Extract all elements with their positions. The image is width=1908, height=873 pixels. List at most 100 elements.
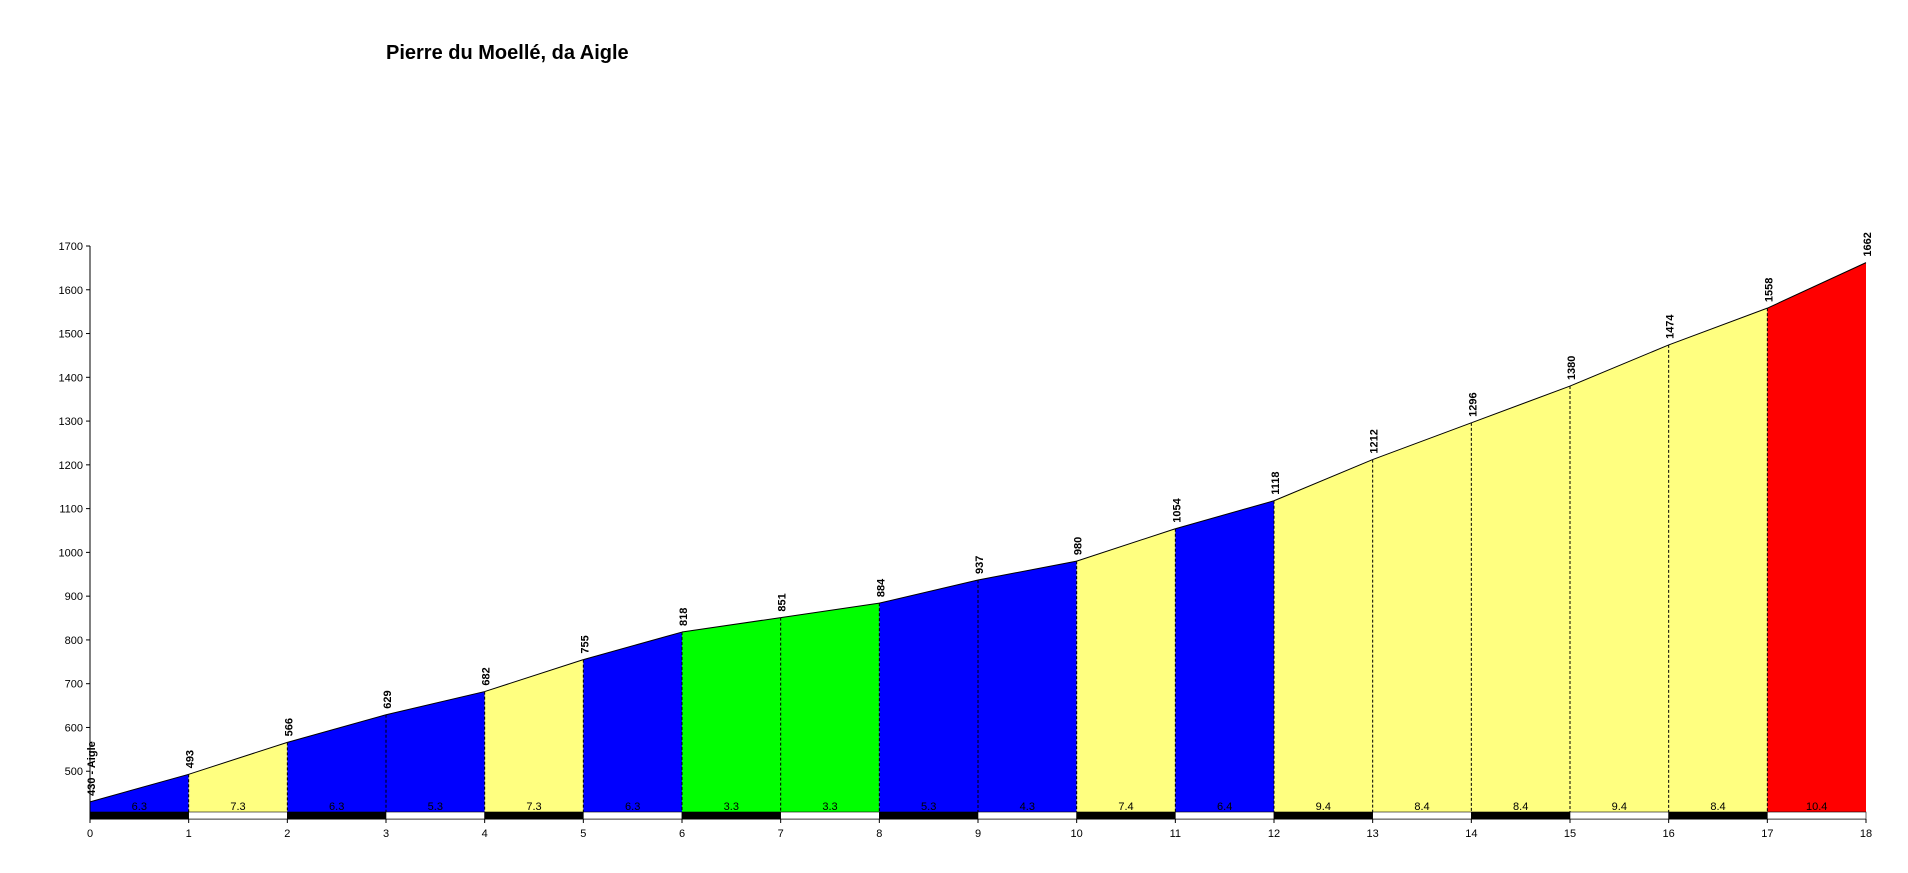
segment-area [682, 617, 781, 812]
chart-title: Pierre du Moellé, da Aigle [386, 42, 629, 64]
y-tick-label: 1600 [59, 285, 83, 297]
profile-line [89, 773, 189, 803]
x-ticks: 0 1 2 3 4 5 6 7 8 9 10 11 12 13 14 15 16 17 18 [87, 819, 1872, 840]
gradient-label: 8.4 [1513, 801, 1528, 813]
y-tick-label: 1200 [59, 460, 83, 472]
elevation-label: 1558 [1763, 278, 1775, 302]
profile-line [188, 741, 288, 775]
gradient-label: 6.4 [1217, 801, 1232, 813]
x-tick-label: 17 [1761, 828, 1773, 840]
x-tick-label: 9 [975, 828, 981, 840]
y-tick-label: 1500 [59, 329, 83, 341]
profile-line [1569, 344, 1669, 387]
gradient-label: 7.4 [1118, 801, 1133, 813]
y-ticks: 500 600 700 800 900 1000 1100 1200 1300 1400 1500 1… [59, 241, 90, 778]
x-tick-label: 10 [1071, 828, 1083, 840]
elevation-label: 629 [382, 690, 394, 708]
gradient-label: 6.3 [329, 801, 344, 813]
segment-area [1274, 459, 1373, 812]
gradient-bar-block [583, 811, 683, 820]
gradient-bar-block [188, 811, 288, 820]
profile-line [977, 560, 1077, 581]
gradient-bar-block [1273, 811, 1373, 820]
segment-area [879, 579, 978, 812]
elevation-label: 851 [777, 593, 789, 611]
elevation-label: 755 [579, 635, 591, 653]
gradient-label: 6.3 [132, 801, 147, 813]
x-tick-label: 7 [778, 828, 784, 840]
y-tick-label: 700 [65, 679, 83, 691]
x-tick-label: 5 [580, 828, 586, 840]
gradient-label: 4.3 [1020, 801, 1035, 813]
elevation-label: 493 [185, 750, 197, 768]
segment-area [583, 632, 682, 812]
elevation-label: 1380 [1566, 356, 1578, 380]
y-tick-label: 800 [65, 635, 83, 647]
x-tick-label: 1 [186, 828, 192, 840]
gradient-label: 8.4 [1414, 801, 1429, 813]
km-dividers [188, 308, 1768, 812]
gradient-label: 10.4 [1806, 801, 1827, 813]
gradient-label: 3.3 [822, 801, 837, 813]
profile-line [1175, 500, 1275, 530]
segment-area [287, 714, 386, 812]
gradient-bar-block [1668, 811, 1768, 820]
profile-line [287, 714, 387, 743]
x-tick-label: 2 [284, 828, 290, 840]
x-tick-label: 8 [876, 828, 882, 840]
x-tick-label: 3 [383, 828, 389, 840]
gradient-label: 8.4 [1710, 801, 1725, 813]
segment-areas [89, 262, 1867, 812]
elevation-label: 1474 [1665, 314, 1677, 339]
segment-area [1175, 500, 1274, 812]
y-tick-label: 1700 [59, 241, 83, 253]
gradient-bar-block [1471, 811, 1571, 820]
profile-line [1668, 307, 1768, 346]
x-tick-label: 6 [679, 828, 685, 840]
profile-line [1372, 422, 1472, 461]
x-tick-label: 16 [1663, 828, 1675, 840]
profile-line [1471, 385, 1571, 424]
segment-area [188, 742, 288, 812]
segment-area [484, 659, 584, 812]
y-tick-label: 1000 [59, 547, 83, 559]
x-tick-label: 11 [1170, 828, 1181, 840]
segment-area [1076, 528, 1176, 812]
gradient-bar-block [385, 811, 485, 820]
x-tick-label: 12 [1268, 828, 1280, 840]
y-tick-label: 1400 [59, 372, 83, 384]
segment-area [1767, 262, 1866, 812]
y-tick-label: 1300 [59, 416, 83, 428]
elevation-label: 1296 [1467, 392, 1479, 416]
segment-area [978, 561, 1077, 812]
gradient-bar-block [287, 811, 387, 820]
gradient-bar-block [977, 811, 1077, 820]
elevation-label: 1054 [1171, 497, 1183, 522]
profile-line [1273, 459, 1373, 502]
gradient-bar-block [879, 811, 979, 820]
gradient-bar-block [1076, 811, 1176, 820]
elevation-label: 980 [1073, 537, 1085, 555]
y-tick-label: 500 [65, 766, 83, 778]
elevation-label: 884 [875, 578, 887, 597]
x-tick-label: 0 [87, 828, 93, 840]
elevation-label: 1212 [1369, 429, 1381, 453]
gradient-label: 9.4 [1316, 801, 1331, 813]
elevation-label: 430 - Aigle [86, 741, 98, 796]
x-tick-label: 4 [482, 828, 488, 840]
elevation-label: 818 [678, 608, 690, 626]
profile-line [1767, 262, 1867, 309]
elevation-labels: 430 - Aigle 493 566 629 682 755 818 851 884 937 98… [86, 232, 1874, 796]
gradient-bar-block [484, 811, 584, 820]
gradient-label: 6.3 [625, 801, 640, 813]
segment-area [1471, 386, 1570, 812]
gradient-bar-block [1175, 811, 1275, 820]
profile-line [484, 659, 584, 693]
segment-area [780, 603, 880, 812]
x-tick-label: 18 [1860, 828, 1872, 840]
gradient-bar: 6.3 7.3 6.3 5.3 7.3 6.3 3.3 3.3 5.3 4.3 7.4 6.4 9.4 8… [89, 801, 1867, 820]
y-tick-label: 1100 [59, 504, 83, 516]
gradient-bar-block [681, 811, 781, 820]
profile-line [879, 579, 979, 604]
